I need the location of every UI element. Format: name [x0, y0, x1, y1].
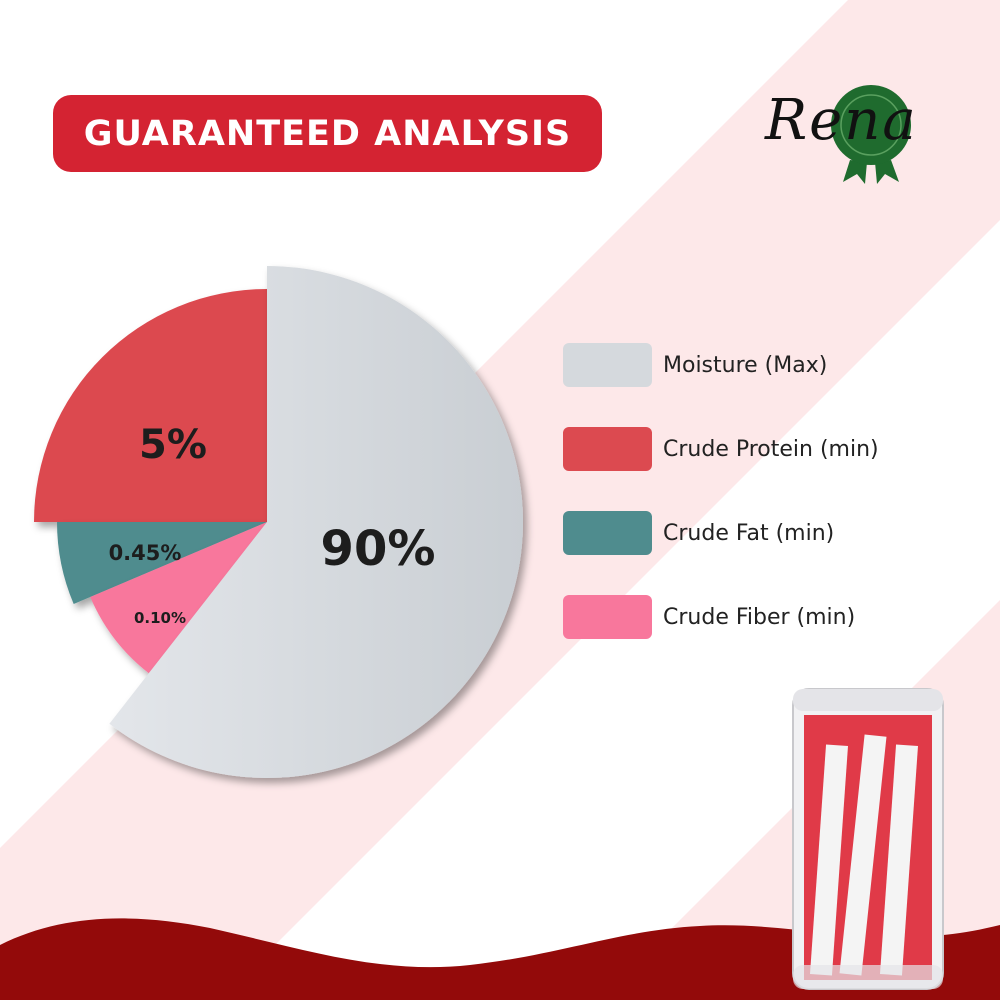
pie-slice-fiber: [90, 522, 268, 674]
legend-item-protein: Crude Protein (min): [563, 427, 879, 471]
legend-swatch: [563, 427, 652, 471]
slice-label-fat: 0.45%: [109, 541, 182, 565]
rena-logo: Rena: [765, 70, 985, 185]
legend-item-fat: Crude Fat (min): [563, 511, 879, 555]
legend-item-moisture: Moisture (Max): [563, 343, 879, 387]
slice-label-moisture: 90%: [321, 521, 436, 577]
legend-swatch: [563, 343, 652, 387]
legend: Moisture (Max) Crude Protein (min) Crude…: [563, 343, 879, 679]
legend-item-fiber: Crude Fiber (min): [563, 595, 879, 639]
legend-label: Crude Fiber (min): [663, 604, 856, 630]
legend-swatch: [563, 595, 652, 639]
legend-swatch: [563, 511, 652, 555]
title-banner: GUARANTEED ANALYSIS: [53, 95, 602, 172]
legend-label: Crude Fat (min): [663, 520, 835, 546]
pie-slice-moisture: [109, 266, 524, 779]
logo-text: Rena: [765, 88, 918, 153]
legend-label: Crude Protein (min): [663, 436, 879, 462]
pie-chart: 90% 5% 0.45% 0.10%: [34, 266, 524, 779]
legend-label: Moisture (Max): [663, 352, 828, 378]
slice-label-protein: 5%: [139, 422, 207, 468]
product-jar-image: [792, 688, 944, 990]
bottom-wave: [0, 918, 1000, 1000]
slice-label-fiber: 0.10%: [134, 609, 186, 627]
pie-slice-fat: [57, 522, 267, 605]
page-title: GUARANTEED ANALYSIS: [83, 113, 572, 154]
premium-rosette-icon: [831, 85, 911, 184]
pie-slice-protein: [34, 289, 267, 522]
